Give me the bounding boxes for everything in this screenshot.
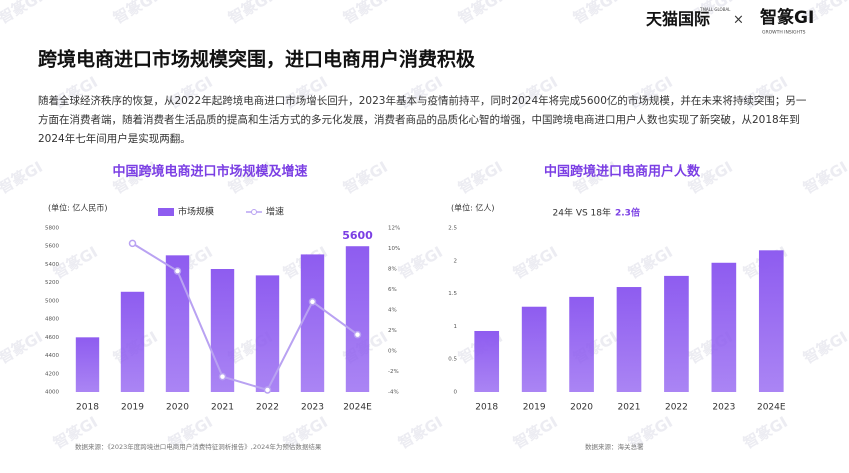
x-tick-label: 2021 <box>211 403 234 413</box>
bar <box>664 275 689 392</box>
source: 数据来源：《2023年度跨境进口电商用户消费特征洞析报告》,2024年为预估数据… <box>75 442 322 451</box>
x-tick-label: 2018 <box>475 403 498 413</box>
line-point <box>128 239 137 248</box>
unit-label: (单位: 亿人民币) <box>48 203 107 213</box>
y-tick-label: 0.5 <box>448 357 457 363</box>
x-tick-label: 2022 <box>665 403 688 413</box>
legend-swatch <box>158 208 174 216</box>
x-tick-label: 2020 <box>166 403 189 413</box>
separator: × <box>733 13 744 28</box>
x-tick-label: 2023 <box>301 403 324 413</box>
paragraph: 随着全球经济秩序的恢复，从2022年起跨境电商进口市场增长回升，2023年基本与… <box>38 95 807 145</box>
watermark: 智篆GI <box>570 0 620 27</box>
y2-tick-label: 8% <box>388 267 397 273</box>
bar <box>711 262 737 392</box>
chart-title: 中国跨境进口电商用户人数 <box>544 164 701 180</box>
y-tick-label: 4400 <box>45 353 59 359</box>
watermark: 智篆GI <box>800 328 849 368</box>
watermark: 智篆GI <box>455 158 505 198</box>
watermark: 智篆GI <box>455 0 505 27</box>
bar <box>474 330 500 392</box>
y2-tick-label: 6% <box>388 287 397 293</box>
watermark: 智篆GI <box>0 328 46 368</box>
line-point <box>263 386 272 394</box>
y2-tick-label: 4% <box>388 308 397 314</box>
y2-tick-label: 10% <box>388 246 400 252</box>
logo-right-sub: GROWTH INSIGHTS <box>762 30 806 36</box>
y-tick-label: 1 <box>454 324 458 330</box>
x-tick-label: 2024E <box>757 403 786 413</box>
data-label: 5600 <box>342 229 373 242</box>
watermark: 智篆GI <box>395 243 445 283</box>
line-point <box>308 298 317 306</box>
watermark: 智篆GI <box>740 413 790 453</box>
bar <box>345 246 370 392</box>
watermark: 智篆GI <box>0 0 46 27</box>
line-point <box>173 267 182 275</box>
y2-tick-label: 2% <box>388 328 397 334</box>
legend-label: 增速 <box>266 206 284 218</box>
bar <box>569 296 594 392</box>
y-tick-label: 4000 <box>45 390 59 396</box>
y2-tick-label: 0% <box>388 349 397 355</box>
legend-label: 市场规模 <box>178 206 214 218</box>
bar <box>165 255 190 392</box>
watermark: 智篆GI <box>225 0 275 27</box>
unit-label: (单位: 亿人) <box>451 203 494 213</box>
growth-line <box>131 242 359 392</box>
y-tick-label: 0 <box>454 390 458 396</box>
watermark: 智篆GI <box>340 158 390 198</box>
annotation: 24年 VS 18年 <box>553 207 612 219</box>
logo-left: 天猫国际 <box>646 10 710 29</box>
watermark: 智篆GI <box>395 413 445 453</box>
x-tick-label: 2020 <box>570 403 593 413</box>
logo-right: 智篆GI <box>760 7 814 28</box>
watermark: 智篆GI <box>800 158 849 198</box>
y-tick-label: 5600 <box>45 244 59 250</box>
watermark: 智篆GI <box>340 0 390 27</box>
x-tick-label: 2018 <box>76 403 99 413</box>
y-tick-label: 2 <box>454 258 458 264</box>
logo-left-sub: TMALL GLOBAL <box>699 7 731 12</box>
y-tick-label: 4200 <box>45 371 59 377</box>
bar <box>616 287 642 392</box>
y2-tick-label: 12% <box>388 226 400 232</box>
y-tick-label: 5400 <box>45 262 59 268</box>
bar <box>75 337 100 392</box>
bar <box>120 291 145 392</box>
chart-title: 中国跨境电商进口市场规模及增速 <box>112 164 307 180</box>
watermark: 智篆GI <box>0 158 46 198</box>
page-title: 跨境电商进口市场规模突围，进口电商用户消费积极 <box>38 48 476 71</box>
x-tick-label: 2021 <box>618 403 641 413</box>
annotation-highlight: 2.3倍 <box>615 207 640 219</box>
bar <box>300 254 325 392</box>
y-tick-label: 4800 <box>45 317 59 323</box>
x-tick-label: 2022 <box>256 403 279 413</box>
y-tick-label: 2.5 <box>448 226 457 232</box>
y2-tick-label: -4% <box>388 390 399 396</box>
y-tick-label: 4600 <box>45 335 59 341</box>
bar <box>521 306 547 392</box>
line-point <box>218 372 227 381</box>
bar <box>255 275 280 392</box>
line-point <box>353 330 362 339</box>
x-tick-label: 2023 <box>712 403 735 413</box>
y-tick-label: 5000 <box>45 298 59 304</box>
x-tick-label: 2019 <box>121 403 144 413</box>
y2-tick-label: -2% <box>388 369 399 375</box>
bar <box>758 250 784 392</box>
legend-dot <box>251 209 257 215</box>
source: 数据来源：海关总署 <box>585 442 644 451</box>
x-tick-label: 2024E <box>343 403 372 413</box>
y-tick-label: 5200 <box>45 280 59 286</box>
x-tick-label: 2019 <box>523 403 546 413</box>
y-tick-label: 5800 <box>45 226 59 232</box>
watermark: 智篆GI <box>110 0 160 27</box>
y-tick-label: 1.5 <box>448 291 457 297</box>
watermark: 智篆GI <box>510 413 560 453</box>
watermark: 智篆GI <box>510 243 560 283</box>
